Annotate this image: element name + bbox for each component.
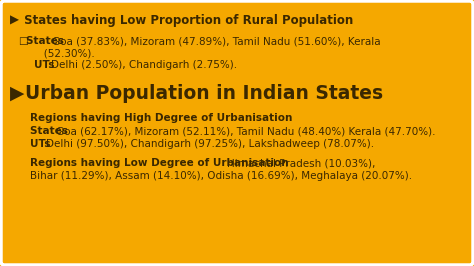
Text: Bihar (11.29%), Assam (14.10%), Odisha (16.69%), Meghalaya (20.07%).: Bihar (11.29%), Assam (14.10%), Odisha (…: [30, 171, 412, 181]
Text: Goa (37.83%), Mizoram (47.89%), Tamil Nadu (51.60%), Kerala: Goa (37.83%), Mizoram (47.89%), Tamil Na…: [52, 36, 381, 46]
Text: States: States: [26, 36, 67, 46]
Text: ▶: ▶: [10, 14, 23, 27]
Text: Regions having High Degree of Urbanisation: Regions having High Degree of Urbanisati…: [30, 113, 292, 123]
Text: States: States: [30, 126, 72, 136]
Text: UTs: UTs: [30, 139, 54, 149]
Text: UTs: UTs: [34, 60, 58, 70]
Text: Delhi (2.50%), Chandigarh (2.75%).: Delhi (2.50%), Chandigarh (2.75%).: [51, 60, 237, 70]
Text: Regions having Low Degree of Urbanisation: Regions having Low Degree of Urbanisatio…: [30, 158, 292, 168]
Text: Himachal Pradesh (10.03%),: Himachal Pradesh (10.03%),: [227, 158, 375, 168]
Text: Goa (62.17%), Mizoram (52.11%), Tamil Nadu (48.40%) Kerala (47.70%).: Goa (62.17%), Mizoram (52.11%), Tamil Na…: [56, 126, 436, 136]
Text: Urban Population in Indian States: Urban Population in Indian States: [25, 84, 383, 103]
Text: ▶: ▶: [10, 84, 24, 103]
Text: States having Low Proportion of Rural Population: States having Low Proportion of Rural Po…: [20, 14, 353, 27]
Text: (52.30%).: (52.30%).: [34, 48, 95, 58]
Text: □: □: [18, 36, 28, 46]
Text: Delhi (97.50%), Chandigarh (97.25%), Lakshadweep (78.07%).: Delhi (97.50%), Chandigarh (97.25%), Lak…: [46, 139, 374, 149]
